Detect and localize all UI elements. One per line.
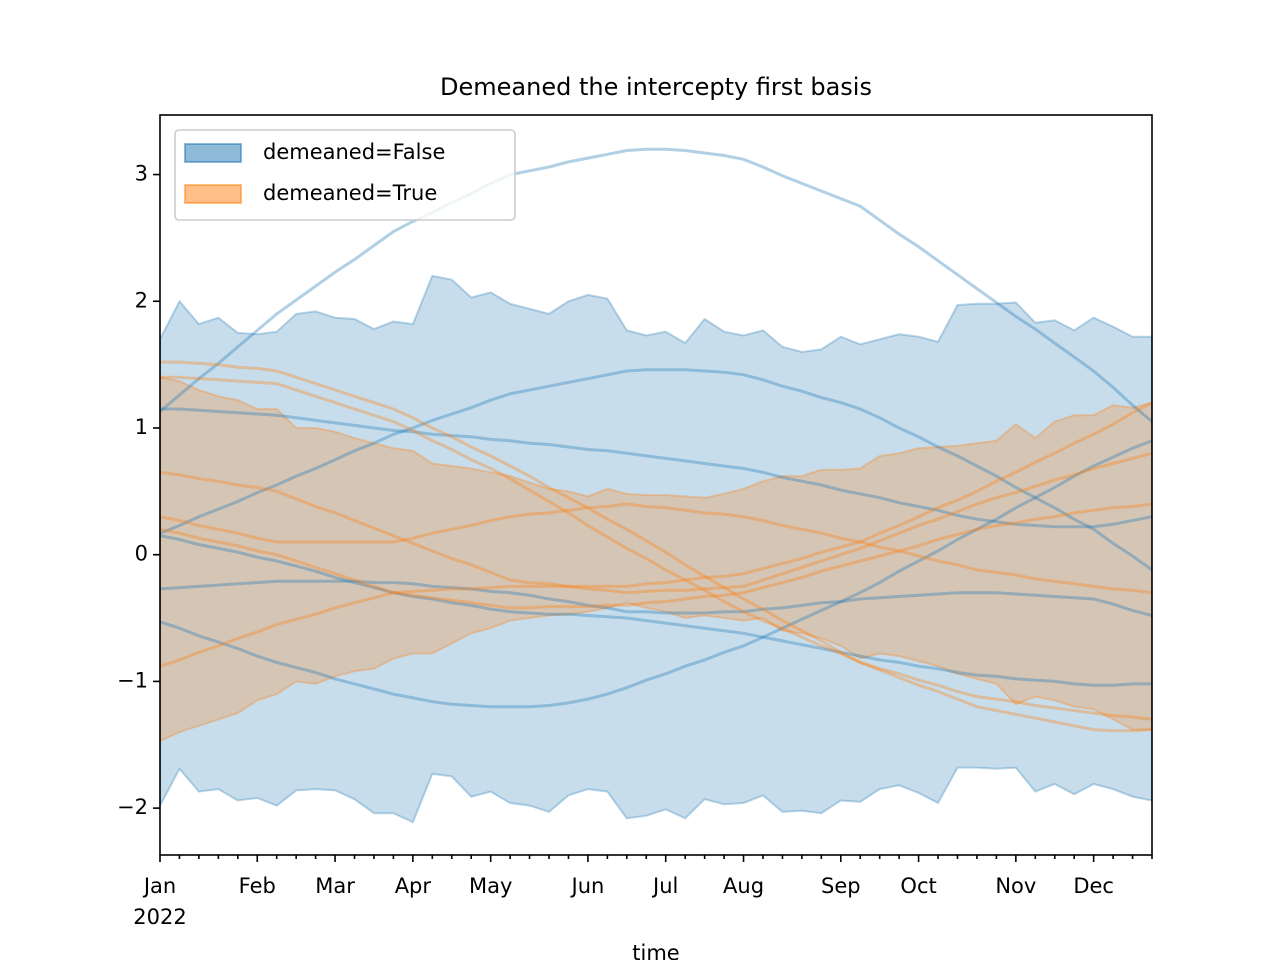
legend-label: demeaned=False (263, 140, 445, 164)
y-tick-label: 1 (135, 415, 148, 439)
x-tick-label: Nov (995, 874, 1036, 898)
sample-line (160, 502, 1152, 610)
x-tick-label: Jan (142, 874, 176, 898)
sample-line (160, 451, 1152, 595)
x-tick-label: Apr (395, 874, 432, 898)
x-tick-label: Jun (570, 874, 605, 898)
sample-line (160, 360, 1152, 733)
legend-label: demeaned=True (263, 181, 437, 205)
y-tick-label: 0 (135, 542, 148, 566)
sample-line (160, 368, 1152, 572)
sample-line (160, 407, 1152, 529)
x-tick-label: Jul (651, 874, 678, 898)
x-tick-label: Sep (821, 874, 861, 898)
x-tick-label: Feb (239, 874, 276, 898)
sample-line (160, 579, 1152, 617)
sample-line (160, 502, 1152, 595)
band-area (160, 376, 1152, 743)
plot-frame (159, 114, 1153, 856)
x-year-label: 2022 (133, 905, 186, 929)
plot-area (160, 147, 1152, 824)
y-tick-label: −1 (117, 668, 148, 692)
y-tick-label: 2 (135, 288, 148, 312)
sample-line (160, 534, 1152, 687)
sample-line (160, 375, 1152, 721)
y-tick-label: −2 (117, 795, 148, 819)
x-tick-label: Dec (1073, 874, 1114, 898)
band-area (160, 274, 1152, 824)
x-tick-label: Aug (723, 874, 764, 898)
chart-title: Demeaned the intercepty first basis (440, 73, 872, 101)
x-tick-label: Oct (900, 874, 936, 898)
sample-line (160, 147, 1152, 423)
legend-swatch (184, 143, 242, 163)
legend-swatch (184, 184, 242, 204)
sample-line (160, 439, 1152, 709)
y-tick-label: 3 (135, 162, 148, 186)
x-axis-label: time (632, 941, 679, 960)
x-tick-label: Mar (315, 874, 355, 898)
legend-box (174, 129, 516, 221)
sample-line (160, 401, 1152, 668)
x-tick-label: May (469, 874, 512, 898)
